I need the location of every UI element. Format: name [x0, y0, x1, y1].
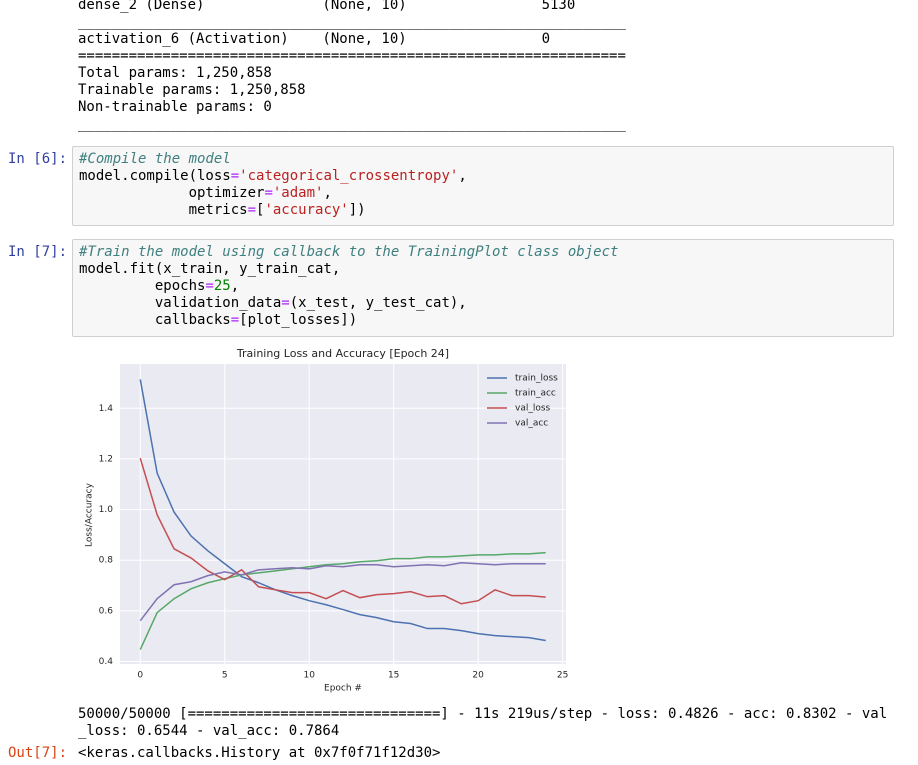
line-series [139, 551, 546, 650]
summary-line: Total params: 1,250,858 [78, 65, 272, 81]
code-token: metrics [79, 202, 248, 218]
y-tick-label: 0.8 [99, 556, 114, 566]
code-token: epochs [79, 278, 206, 294]
code-line: epochs=25, [79, 278, 618, 295]
summary-line: dense_2 (Dense) (None, 10) 5130 [78, 0, 576, 13]
output-prompt: Out[7]: [8, 745, 68, 761]
summary-line: Trainable params: 1,250,858 [78, 82, 306, 98]
x-tick-label: 10 [303, 671, 315, 681]
line-series [139, 561, 546, 622]
y-tick-label: 1.2 [99, 454, 113, 464]
y-axis-label: Loss/Accuracy [85, 482, 95, 547]
code-line: #Compile the model [79, 151, 467, 168]
code-token: 'accuracy' [264, 202, 349, 218]
code-token: model.compile(loss [79, 168, 231, 184]
code-line: validation_data=(x_test, y_test_cat), [79, 295, 618, 312]
code: #Train the model using callback to the T… [79, 244, 618, 329]
summary-line: ________________________________________… [78, 14, 626, 30]
code-token: = [230, 168, 240, 184]
code-token: = [264, 185, 273, 201]
code-token: (x_test, y_test_cat), [289, 295, 467, 311]
stream-output: 50000/50000 [===========================… [78, 706, 888, 739]
code-token: = [281, 295, 290, 311]
code-cell[interactable] [72, 146, 894, 226]
input-prompt: In [7]: [8, 244, 68, 260]
x-tick-label: 15 [388, 671, 399, 681]
code-token: ]) [348, 202, 366, 218]
code-line: callbacks=[plot_losses]) [79, 312, 618, 329]
code-line: model.fit(x_train, y_train_cat, [79, 261, 618, 278]
code-line: optimizer='adam', [79, 185, 467, 202]
plot-area [120, 364, 566, 664]
x-tick-label: 25 [557, 671, 568, 681]
model-summary: dense_2 (Dense) (None, 10) 5130 _________… [78, 0, 626, 133]
code-line: metrics=['accuracy']) [79, 202, 467, 219]
code-token: 'adam' [272, 185, 324, 201]
y-tick-label: 1.4 [99, 404, 114, 414]
legend-label: train_loss [515, 374, 558, 384]
code-token: 25 [213, 278, 231, 294]
code-token: optimizer [79, 185, 265, 201]
summary-line: ========================================… [78, 48, 626, 64]
code-token: [plot_losses]) [239, 312, 358, 328]
x-tick-label: 5 [222, 671, 228, 681]
code-line: model.compile(loss='categorical_crossent… [79, 168, 467, 185]
code-token: 'categorical_crossentropy' [239, 168, 459, 184]
code-token: validation_data [79, 295, 282, 311]
x-axis-label: Epoch # [324, 684, 362, 694]
input-prompt: In [6]: [8, 151, 68, 167]
summary-line: ________________________________________… [78, 116, 626, 132]
y-tick-label: 1.0 [99, 505, 114, 515]
x-tick-label: 20 [472, 671, 484, 681]
code-token: = [247, 202, 257, 218]
code-token: , [323, 185, 332, 201]
y-tick-label: 0.6 [99, 606, 114, 616]
legend-label: val_loss [515, 404, 551, 414]
code-token: model.fit(x_train, y_train_cat, [79, 261, 341, 277]
legend-label: train_acc [515, 389, 556, 399]
code-token: #Train the model using callback to the T… [79, 244, 619, 260]
chart-title: Training Loss and Accuracy [Epoch 24] [236, 347, 449, 360]
summary-line: Non-trainable params: 0 [78, 99, 272, 115]
code-line: #Train the model using callback to the T… [79, 244, 618, 261]
y-tick-label: 0.4 [99, 657, 114, 667]
code-token: = [205, 278, 214, 294]
code: #Compile the model model.compile(loss='ca… [79, 151, 467, 219]
legend-label: val_acc [515, 419, 548, 429]
output-text: <keras.callbacks.History at 0x7f0f71f12d… [78, 745, 441, 761]
summary-line: activation_6 (Activation) (None, 10) 0 [78, 31, 551, 47]
line-series [139, 379, 546, 642]
code-token: #Compile the model [79, 151, 231, 167]
code-token: callbacks [79, 312, 231, 328]
code-token: , [458, 168, 467, 184]
code-token: [ [256, 202, 265, 218]
x-tick-label: 0 [137, 671, 143, 681]
code-token: , [230, 278, 240, 294]
line-series [139, 457, 546, 605]
code-cell[interactable] [72, 239, 894, 337]
code-token: = [230, 312, 240, 328]
